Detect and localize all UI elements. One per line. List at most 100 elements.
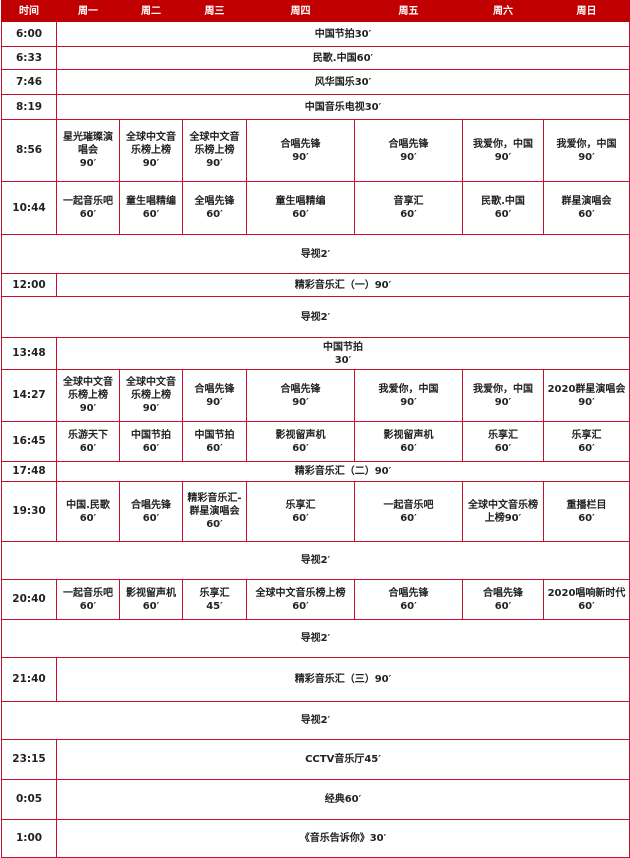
schedule-row: 13:48 中国节拍 30′ — [1, 337, 630, 370]
time-cell: 10:44 — [1, 181, 57, 235]
program-cell: CCTV音乐厅45′ — [56, 739, 630, 780]
program-cell: 一起音乐吧 60′ — [354, 481, 463, 542]
program-cell: 星光璀璨演 唱会 90′ — [56, 119, 120, 182]
schedule-row: 12:00 精彩音乐汇（一）90′ — [1, 273, 630, 297]
program-cell: 精彩音乐汇- 群星演唱会 60′ — [182, 481, 247, 542]
program-cell: 影视留声机 60′ — [354, 421, 463, 462]
program-cell: 乐享汇 60′ — [543, 421, 630, 462]
schedule-row: 0:05 经典60′ — [1, 779, 630, 820]
header-cell: 周四 — [246, 0, 355, 22]
program-cell: 民歌.中国 60′ — [462, 181, 544, 235]
program-cell: 合唱先锋 90′ — [246, 369, 355, 422]
program-cell: 中国节拍 60′ — [182, 421, 247, 462]
header-cell: 周三 — [182, 0, 247, 22]
header-cell: 周一 — [56, 0, 120, 22]
schedule-row: 8:19 中国音乐电视30′ — [1, 94, 630, 120]
schedule-row: 1:00 《音乐告诉你》30′ — [1, 819, 630, 858]
program-cell: 合唱先锋 60′ — [462, 579, 544, 620]
schedule-row: 16:45 乐游天下 60′ 中国节拍 60′ 中国节拍 60′ 影视留声机 60′ 影视… — [1, 421, 630, 462]
time-cell: 6:00 — [1, 21, 57, 47]
program-cell: 合唱先锋 90′ — [246, 119, 355, 182]
schedule-row: 7:46 风华国乐30′ — [1, 69, 630, 95]
schedule-row: 8:56 星光璀璨演 唱会 90′ 全球中文音 乐榜上榜 90′ 全球中文音 乐榜上榜… — [1, 119, 630, 182]
header-row: 时间 周一 周二 周三 周四 周五 周六 周日 — [1, 0, 630, 22]
program-cell: 合唱先锋 90′ — [182, 369, 247, 422]
program-cell: 导视2′ — [1, 541, 630, 580]
program-cell: 2020唱响新时代 60′ — [543, 579, 630, 620]
program-cell: 我爱你，中国 90′ — [462, 369, 544, 422]
program-cell: 乐享汇 60′ — [246, 481, 355, 542]
time-cell: 0:05 — [1, 779, 57, 820]
program-cell: 导视2′ — [1, 701, 630, 740]
header-cell: 时间 — [1, 0, 57, 22]
time-cell: 6:33 — [1, 46, 57, 70]
program-cell: 精彩音乐汇（二）90′ — [56, 461, 630, 482]
schedule-row: 17:48 精彩音乐汇（二）90′ — [1, 461, 630, 482]
schedule-row: 14:27 全球中文音 乐榜上榜 90′ 全球中文音 乐榜上榜 90′ 合唱先锋 90… — [1, 369, 630, 422]
program-cell: 合唱先锋 60′ — [354, 579, 463, 620]
time-cell: 21:40 — [1, 657, 57, 702]
schedule-row: 23:15 CCTV音乐厅45′ — [1, 739, 630, 780]
schedule-row: 导视2′ — [1, 619, 630, 658]
program-cell: 中国节拍 30′ — [56, 337, 630, 370]
schedule-row: 导视2′ — [1, 541, 630, 580]
program-cell: 影视留声机 60′ — [246, 421, 355, 462]
time-cell: 1:00 — [1, 819, 57, 858]
schedule-row: 6:00 中国节拍30′ — [1, 21, 630, 47]
time-cell: 23:15 — [1, 739, 57, 780]
program-cell: 全球中文音 乐榜上榜 90′ — [119, 119, 183, 182]
program-cell: 全唱先锋 60′ — [182, 181, 247, 235]
header-cell: 周日 — [543, 0, 630, 22]
header-cell: 周六 — [462, 0, 544, 22]
program-cell: 全球中文音乐榜上榜 60′ — [246, 579, 355, 620]
program-cell: 一起音乐吧 60′ — [56, 181, 120, 235]
time-cell: 19:30 — [1, 481, 57, 542]
program-cell: 影视留声机 60′ — [119, 579, 183, 620]
program-cell: 合唱先锋 90′ — [354, 119, 463, 182]
time-cell: 20:40 — [1, 579, 57, 620]
program-cell: 全球中文音 乐榜上榜 90′ — [56, 369, 120, 422]
schedule-row: 导视2′ — [1, 234, 630, 274]
program-cell: 我爱你，中国 90′ — [543, 119, 630, 182]
time-cell: 7:46 — [1, 69, 57, 95]
header-cell: 周二 — [119, 0, 183, 22]
schedule-row: 21:40 精彩音乐汇（三）90′ — [1, 657, 630, 702]
program-cell: 我爱你，中国 90′ — [462, 119, 544, 182]
time-cell: 14:27 — [1, 369, 57, 422]
program-cell: 合唱先锋 60′ — [119, 481, 183, 542]
program-cell: 童生唱精编 60′ — [119, 181, 183, 235]
schedule-row: 导视2′ — [1, 296, 630, 338]
program-cell: 全球中文音 乐榜上榜 90′ — [119, 369, 183, 422]
time-cell: 12:00 — [1, 273, 57, 297]
program-cell: 精彩音乐汇（三）90′ — [56, 657, 630, 702]
schedule-row: 20:40 一起音乐吧 60′ 影视留声机 60′ 乐享汇 45′ 全球中文音乐榜上榜 … — [1, 579, 630, 620]
program-cell: 一起音乐吧 60′ — [56, 579, 120, 620]
program-cell: 乐享汇 60′ — [462, 421, 544, 462]
program-cell: 风华国乐30′ — [56, 69, 630, 95]
program-cell: 我爱你，中国 90′ — [354, 369, 463, 422]
program-cell: 经典60′ — [56, 779, 630, 820]
time-cell: 17:48 — [1, 461, 57, 482]
program-cell: 导视2′ — [1, 296, 630, 338]
program-cell: 《音乐告诉你》30′ — [56, 819, 630, 858]
program-cell: 童生唱精编 60′ — [246, 181, 355, 235]
program-cell: 导视2′ — [1, 234, 630, 274]
program-cell: 导视2′ — [1, 619, 630, 658]
schedule-row: 导视2′ — [1, 701, 630, 740]
program-cell: 全球中文音 乐榜上榜 90′ — [182, 119, 247, 182]
program-cell: 2020群星演唱会 90′ — [543, 369, 630, 422]
schedule-row: 10:44 一起音乐吧 60′ 童生唱精编 60′ 全唱先锋 60′ 童生唱精编 60′… — [1, 181, 630, 235]
program-cell: 民歌.中国60′ — [56, 46, 630, 70]
program-cell: 全球中文音乐榜 上榜90′ — [462, 481, 544, 542]
time-cell: 16:45 — [1, 421, 57, 462]
time-cell: 8:56 — [1, 119, 57, 182]
program-cell: 中国节拍 60′ — [119, 421, 183, 462]
program-cell: 音享汇 60′ — [354, 181, 463, 235]
program-cell: 群星演唱会 60′ — [543, 181, 630, 235]
program-cell: 乐享汇 45′ — [182, 579, 247, 620]
schedule-row: 19:30 中国.民歌 60′ 合唱先锋 60′ 精彩音乐汇- 群星演唱会 60′ 乐享… — [1, 481, 630, 542]
program-cell: 中国.民歌 60′ — [56, 481, 120, 542]
program-cell: 中国音乐电视30′ — [56, 94, 630, 120]
header-cell: 周五 — [354, 0, 463, 22]
